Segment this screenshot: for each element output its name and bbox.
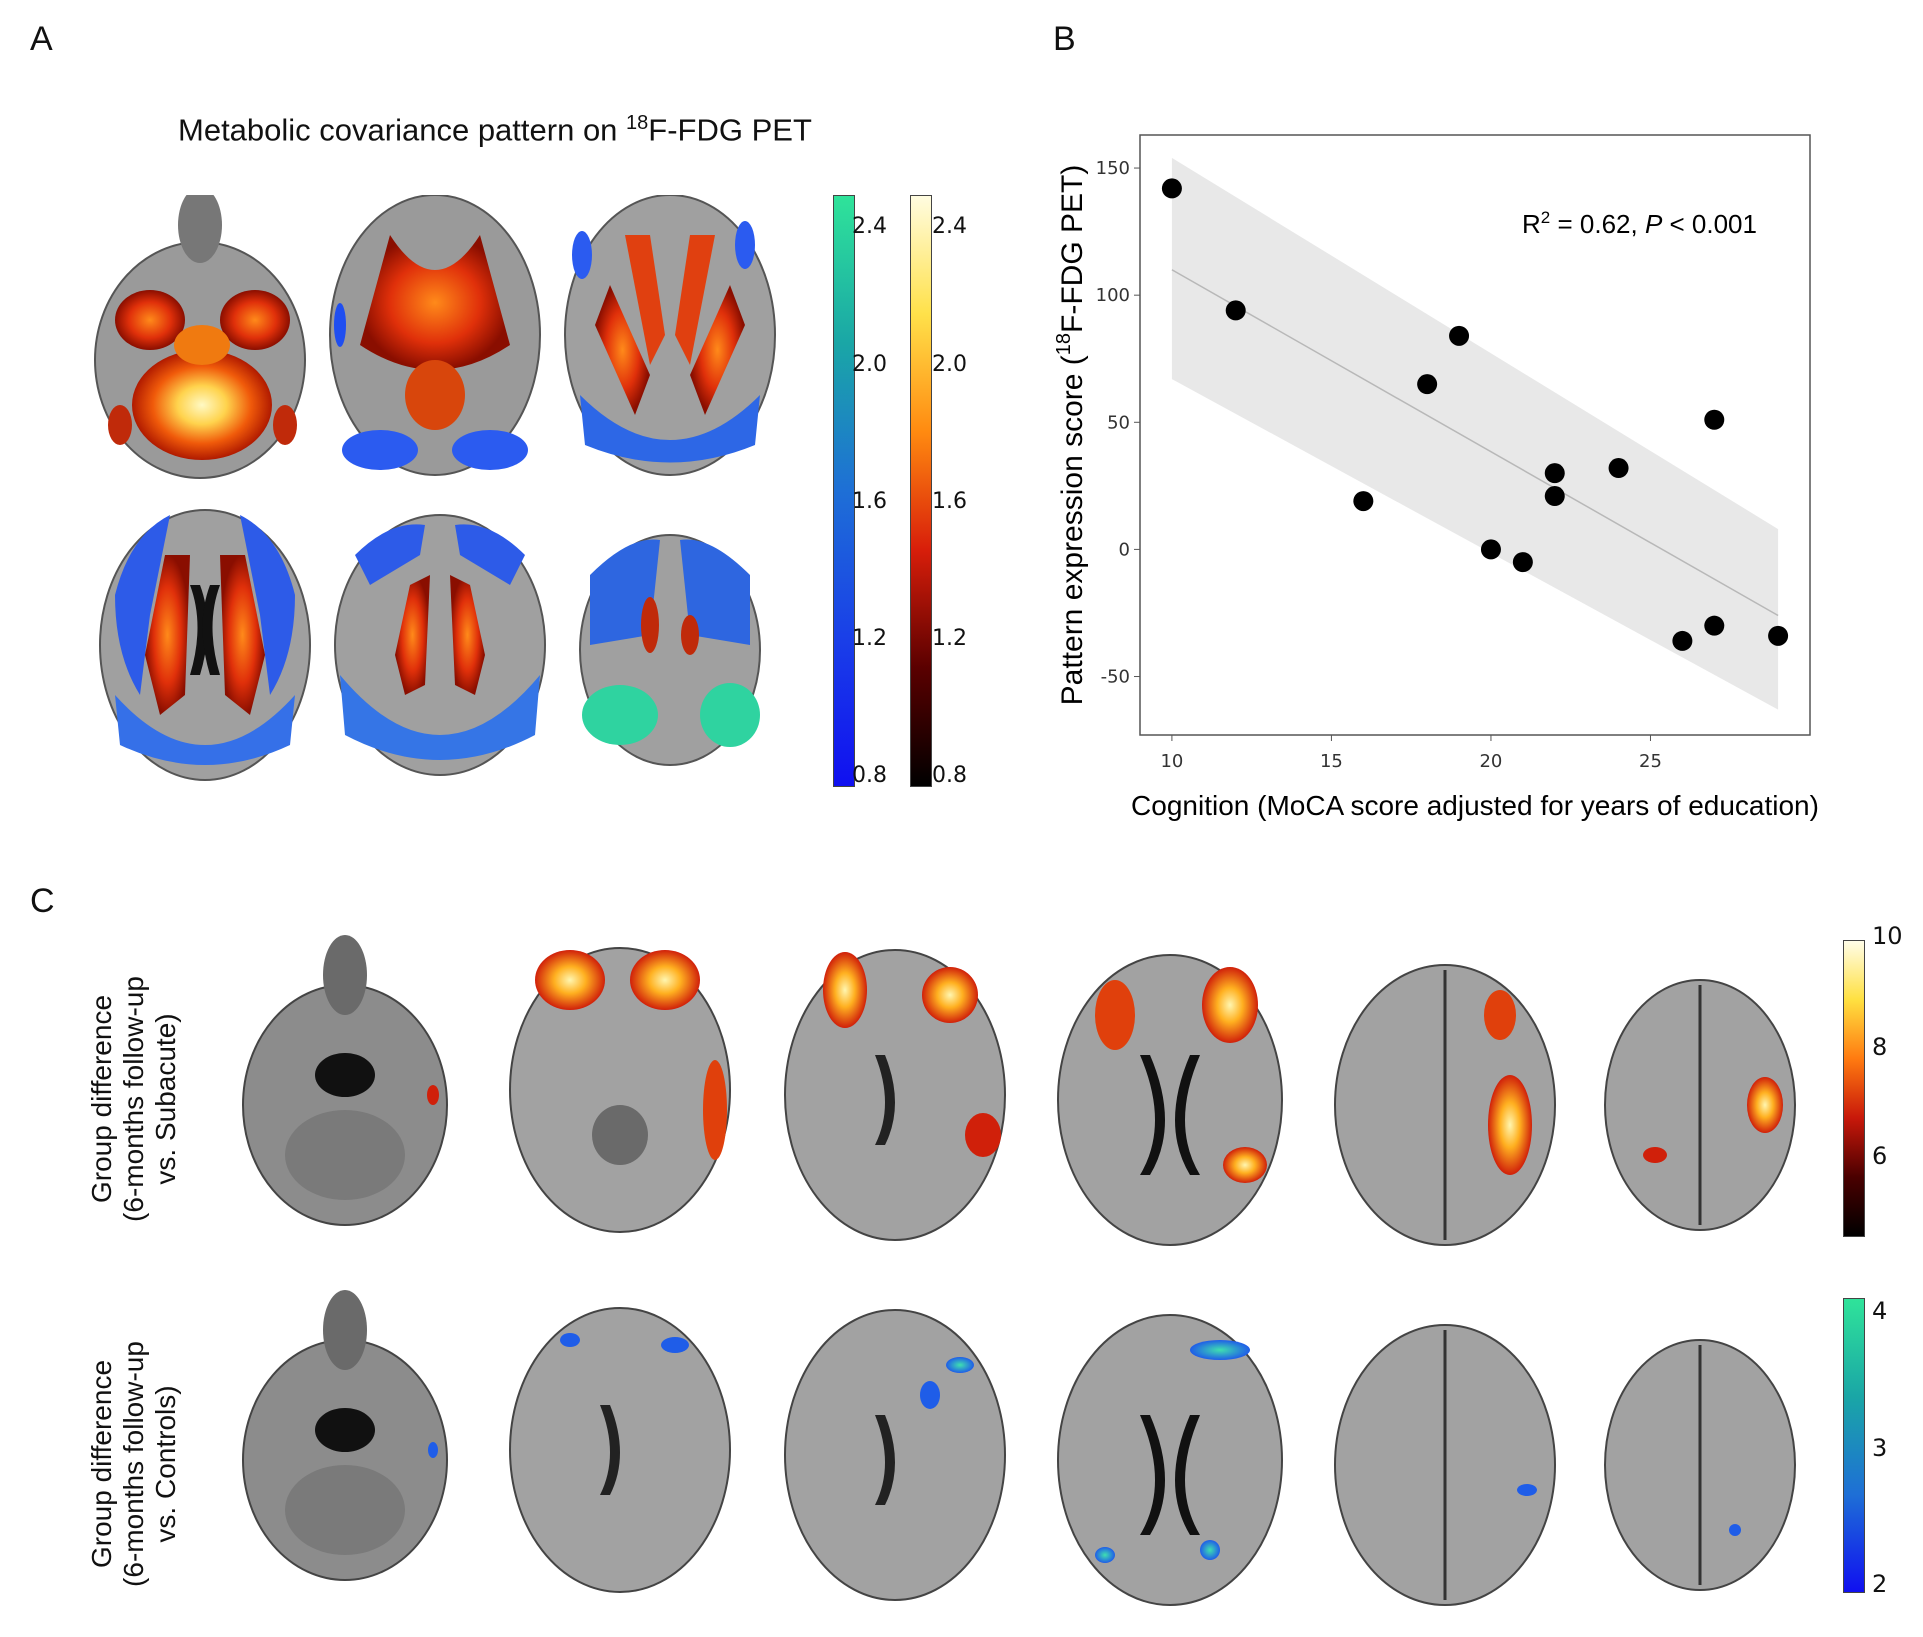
panel-a-blue-tick-0: 2.4 bbox=[852, 214, 887, 239]
panel-a-blue-tick-4: 0.8 bbox=[852, 763, 887, 788]
data-point bbox=[1768, 625, 1789, 646]
row1-line1: Group difference bbox=[86, 994, 117, 1204]
data-point bbox=[1225, 300, 1246, 321]
y-tick-label: 150 bbox=[1096, 158, 1130, 179]
panel-c-hot-tick-10: 10 bbox=[1872, 922, 1903, 950]
panel-c-blue-tick-4: 4 bbox=[1872, 1297, 1888, 1325]
data-point bbox=[1544, 486, 1565, 507]
brain-row-subacute bbox=[242, 935, 1796, 1246]
row2-line1: Group difference bbox=[86, 1359, 117, 1569]
row-label-followup-vs-controls: Group difference (6-months follow-up vs.… bbox=[86, 1304, 194, 1624]
panel-a-blue-colorbar bbox=[833, 195, 855, 787]
panel-b-scatter-chart: 10 15 20 25 150 100 50 0 -50 R2 = 0.62, P < 0.0… bbox=[1053, 134, 1819, 821]
confidence-band bbox=[1171, 157, 1779, 710]
panel-a-brain-slices bbox=[94, 195, 776, 781]
data-point bbox=[1161, 178, 1182, 199]
y-tick-label: 50 bbox=[1107, 412, 1130, 433]
data-point bbox=[1449, 325, 1470, 346]
x-axis-ticks: 10 15 20 25 bbox=[1160, 735, 1662, 772]
regression-line bbox=[1171, 269, 1779, 617]
data-point bbox=[1704, 409, 1725, 430]
title-text-pre: Metabolic covariance pattern on bbox=[178, 112, 627, 148]
brain-slice-a6 bbox=[579, 534, 761, 766]
y-axis-ticks: 150 100 50 0 -50 bbox=[1096, 158, 1140, 688]
x-tick-label: 25 bbox=[1639, 751, 1662, 772]
data-point bbox=[1480, 539, 1501, 560]
data-point bbox=[1672, 630, 1693, 651]
x-tick-label: 15 bbox=[1320, 751, 1343, 772]
y-axis-label: Pattern expression score (18F-FDG PET) bbox=[1053, 165, 1089, 706]
y-tick-label: -50 bbox=[1101, 667, 1130, 688]
panel-c-hot-tick-6: 6 bbox=[1872, 1142, 1888, 1170]
data-point bbox=[1608, 458, 1629, 479]
data-point bbox=[1544, 463, 1565, 484]
data-point bbox=[1417, 374, 1438, 395]
x-axis-label: Cognition (MoCA score adjusted for years… bbox=[1131, 790, 1819, 821]
panel-label-c: C bbox=[30, 882, 55, 920]
row1-line2: (6-months follow-up bbox=[118, 976, 149, 1222]
panel-a-blue-tick-2: 1.6 bbox=[852, 489, 887, 514]
data-point bbox=[1353, 491, 1374, 512]
panel-a-hot-tick-3: 1.2 bbox=[932, 626, 967, 651]
brain-slice-a4 bbox=[99, 509, 311, 781]
x-tick-label: 20 bbox=[1479, 751, 1502, 772]
stat-annotation: R2 = 0.62, P < 0.001 bbox=[1522, 208, 1757, 239]
title-text-post: F-FDG PET bbox=[648, 112, 812, 148]
brain-row-controls bbox=[242, 1290, 1796, 1606]
data-points bbox=[1161, 178, 1789, 651]
brain-slice-a1 bbox=[94, 195, 306, 479]
brain-slice-a3 bbox=[564, 195, 776, 476]
panel-a-title: Metabolic covariance pattern on 18F-FDG … bbox=[178, 112, 812, 148]
data-point bbox=[1512, 552, 1533, 573]
row2-line3: vs. Controls) bbox=[150, 1385, 181, 1543]
x-tick-label: 10 bbox=[1160, 751, 1183, 772]
panel-c-hot-colorbar bbox=[1843, 940, 1865, 1237]
panel-c-blue-colorbar bbox=[1843, 1298, 1865, 1593]
panel-a-hot-tick-0: 2.4 bbox=[932, 214, 967, 239]
row-label-followup-vs-subacute: Group difference (6-months follow-up vs.… bbox=[86, 939, 194, 1259]
panel-c-blue-tick-2: 2 bbox=[1872, 1570, 1888, 1598]
panel-a-hot-tick-2: 1.6 bbox=[932, 489, 967, 514]
row1-line3: vs. Subacute) bbox=[150, 1013, 181, 1185]
title-isotope-sup: 18 bbox=[626, 112, 649, 134]
data-point bbox=[1704, 615, 1725, 636]
y-tick-label: 100 bbox=[1096, 285, 1130, 306]
brain-slice-a2 bbox=[329, 195, 541, 476]
panel-label-b: B bbox=[1053, 20, 1076, 58]
panel-c-hot-tick-8: 8 bbox=[1872, 1033, 1888, 1061]
panel-a-blue-tick-3: 1.2 bbox=[852, 626, 887, 651]
panel-c-blue-tick-3: 3 bbox=[1872, 1434, 1888, 1462]
brain-slice-a5 bbox=[334, 514, 546, 776]
y-tick-label: 0 bbox=[1119, 539, 1130, 560]
panel-c-brain-slices bbox=[242, 935, 1796, 1606]
panel-a-hot-tick-4: 0.8 bbox=[932, 763, 967, 788]
row2-line2: (6-months follow-up bbox=[118, 1341, 149, 1587]
panel-label-a: A bbox=[30, 20, 53, 58]
panel-a-blue-tick-1: 2.0 bbox=[852, 352, 887, 377]
panel-a-hot-colorbar bbox=[910, 195, 932, 787]
panel-a-hot-tick-1: 2.0 bbox=[932, 352, 967, 377]
